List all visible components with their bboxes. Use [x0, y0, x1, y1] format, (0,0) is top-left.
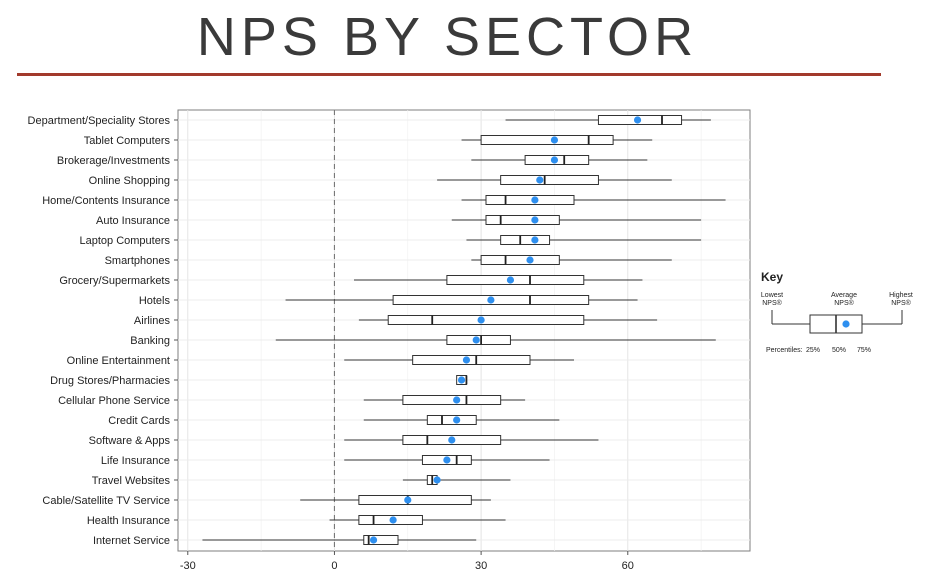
key-title: Key — [761, 270, 784, 284]
category-label: Home/Contents Insurance — [42, 195, 170, 207]
key-boxplot-glyph — [771, 310, 903, 334]
average-dot — [487, 296, 495, 304]
average-dot — [531, 196, 539, 204]
average-dot — [633, 116, 642, 124]
category-label: Credit Cards — [108, 415, 170, 427]
iqr-box — [363, 535, 399, 545]
iqr-box — [500, 175, 599, 185]
x-tick-label: -30 — [180, 560, 196, 572]
average-dot — [443, 456, 451, 464]
average-dot — [472, 336, 480, 344]
category-label: Health Insurance — [87, 515, 170, 527]
category-label: Online Entertainment — [67, 355, 170, 367]
average-dot — [550, 156, 559, 164]
key-p50: 50% — [832, 347, 847, 354]
category-label: Online Shopping — [89, 175, 170, 187]
average-dot — [531, 216, 539, 224]
iqr-box — [480, 255, 560, 265]
key-average-label: Average NPS® — [828, 292, 860, 308]
key-lowest-label: Lowest NPS® — [756, 292, 788, 308]
iqr-box — [412, 355, 531, 365]
category-label: Brokerage/Investments — [57, 155, 171, 167]
average-dot — [526, 256, 534, 264]
page-title: NPS BY SECTOR — [196, 7, 699, 67]
category-label: Smartphones — [105, 255, 171, 267]
category-label: Hotels — [139, 295, 171, 307]
category-label: Drug Stores/Pharmacies — [50, 375, 170, 387]
category-label: Software & Apps — [89, 435, 171, 447]
key-percentiles-label: Percentiles: — [766, 347, 803, 354]
average-dot — [550, 136, 559, 144]
iqr-box — [485, 215, 560, 225]
category-label: Grocery/Supermarkets — [59, 275, 170, 287]
category-label: Laptop Computers — [80, 235, 171, 247]
category-label: Banking — [130, 335, 170, 347]
iqr-box — [500, 235, 551, 245]
key-legend: Key Lowest NPS® Average NPS® Highest NPS… — [756, 268, 921, 368]
category-label: Tablet Computers — [84, 135, 171, 147]
plot-panel — [177, 109, 751, 552]
key-highest-label: Highest NPS® — [884, 292, 918, 308]
average-dot — [477, 316, 485, 324]
average-dot — [453, 416, 461, 424]
category-label: Cellular Phone Service — [58, 395, 170, 407]
iqr-box — [387, 315, 585, 325]
average-dot — [457, 376, 466, 384]
key-highest-text: Highest NPS® — [889, 292, 913, 307]
title-rule — [17, 73, 881, 76]
iqr-box — [480, 135, 614, 145]
iqr-box — [446, 275, 585, 285]
iqr-box — [358, 495, 472, 505]
average-dot — [536, 176, 544, 184]
average-dot — [506, 276, 515, 284]
average-dot — [433, 476, 441, 484]
average-dot — [369, 536, 378, 544]
key-lowest-text: Lowest NPS® — [760, 292, 784, 307]
x-tick-label: 0 — [331, 560, 337, 572]
iqr-box — [485, 195, 575, 205]
x-tick-label: 60 — [622, 560, 634, 572]
category-label: Cable/Satellite TV Service — [42, 495, 170, 507]
average-dot — [453, 396, 461, 404]
x-tick-label: 30 — [475, 560, 487, 572]
key-average-text: Average NPS® — [831, 292, 857, 307]
category-label: Auto Insurance — [96, 215, 170, 227]
category-label: Life Insurance — [101, 455, 170, 467]
average-dot — [448, 436, 456, 444]
iqr-box — [402, 395, 502, 405]
category-label: Airlines — [134, 315, 171, 327]
key-p75: 75% — [857, 347, 872, 354]
category-label: Travel Websites — [92, 475, 171, 487]
average-dot — [531, 236, 539, 244]
category-label: Internet Service — [93, 535, 170, 547]
category-label: Department/Speciality Stores — [28, 115, 171, 127]
average-dot — [404, 496, 412, 504]
key-p25: 25% — [806, 347, 821, 354]
iqr-box — [426, 415, 477, 425]
average-dot — [389, 516, 397, 524]
average-dot — [462, 356, 471, 364]
